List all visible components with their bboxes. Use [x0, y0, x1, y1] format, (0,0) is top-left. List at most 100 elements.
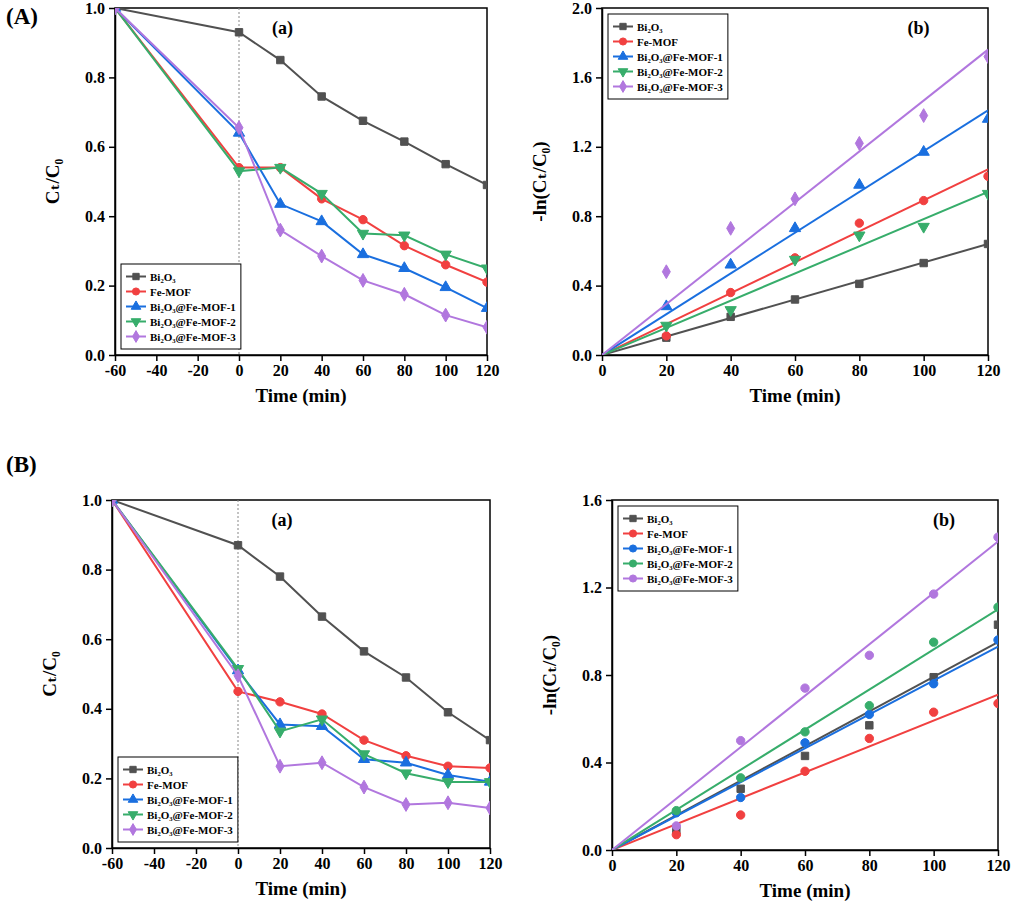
legend-marker — [129, 781, 136, 788]
tick-mark — [404, 355, 406, 361]
tick-mark — [109, 8, 115, 10]
legend-item: Bi₂O₃@Fe-MOF-2 — [123, 809, 233, 821]
tick-label: 0.8 — [582, 667, 602, 684]
x-tick: 0 — [609, 850, 617, 874]
tick-label: 0.4 — [572, 277, 592, 294]
tick-label: 0.4 — [85, 208, 105, 225]
marker — [994, 699, 998, 707]
plot: -60-40-200204060801001200.00.20.40.60.81… — [39, 492, 503, 900]
marker — [484, 779, 490, 789]
x-tick: 80 — [852, 355, 868, 379]
y-tick: 0.8 — [82, 561, 112, 578]
axis-line — [113, 848, 491, 850]
marker — [276, 573, 283, 580]
legend-marker — [618, 69, 628, 77]
y-tick: 0.8 — [572, 208, 602, 225]
y-axis: 0.00.40.81.21.6 — [582, 492, 613, 859]
tick-label: 0 — [235, 855, 243, 872]
y-tick: 0.2 — [85, 277, 115, 294]
legend-item: Bi₂O₃@Fe-MOF-2 — [126, 316, 236, 328]
fit-line — [602, 192, 988, 355]
marker — [801, 752, 808, 759]
tick-label: -60 — [102, 855, 123, 872]
series-line — [115, 8, 487, 308]
tick-mark — [676, 850, 678, 856]
tick-mark — [106, 778, 112, 780]
tick-label: 0.0 — [582, 842, 602, 859]
legend: Bi₂O₃Fe-MOFBi₂O₃@Fe-MOF-1Bi₂O₃@Fe-MOF-2B… — [618, 506, 738, 591]
series-line — [112, 500, 490, 768]
legend-marker — [630, 515, 636, 521]
title: (b) — [908, 18, 930, 39]
x-tick: 120 — [479, 848, 503, 872]
marker — [918, 223, 929, 233]
axis-line — [112, 501, 114, 849]
tick-label: 1.0 — [85, 0, 105, 17]
x-tick: 120 — [977, 355, 1001, 379]
marker — [235, 29, 242, 36]
legend-marker — [620, 81, 627, 93]
marker — [736, 811, 744, 819]
tick-label: 0.6 — [85, 138, 105, 155]
marker — [672, 831, 680, 839]
y-tick: 1.2 — [582, 579, 612, 596]
marker — [444, 709, 451, 716]
legend-marker — [629, 575, 636, 582]
tick-mark — [487, 355, 489, 361]
tick-mark — [596, 355, 602, 357]
legend-item: Bi₂O₃ — [123, 764, 173, 776]
tick-mark — [238, 848, 240, 854]
marker — [442, 160, 449, 167]
tick-label: 120 — [476, 362, 500, 379]
tick-mark — [196, 848, 198, 854]
tick-mark — [445, 355, 447, 361]
legend-item: Bi₂O₃@Fe-MOF-2 — [623, 558, 733, 570]
marker — [399, 262, 410, 272]
x-axis: -60-40-20020406080100120 — [105, 355, 500, 379]
marker — [854, 178, 865, 188]
marker — [112, 500, 116, 507]
fit-line — [612, 695, 998, 850]
legend-box — [118, 757, 238, 842]
legend: Bi₂O₃Fe-MOFBi₂O₃@Fe-MOF-1Bi₂O₃@Fe-MOF-2B… — [118, 757, 238, 842]
legend-marker — [619, 38, 626, 45]
y-tick: 0.8 — [582, 667, 612, 684]
tick-mark — [859, 355, 861, 361]
tick-label: 60 — [356, 362, 372, 379]
plot: 0204060801001200.00.40.81.21.62.0(b)Time… — [529, 0, 1001, 407]
marker — [801, 728, 809, 736]
legend-label: Bi₂O₃ — [647, 513, 673, 525]
x-tick: 40 — [723, 355, 739, 379]
y-axis: 0.00.40.81.21.62.0 — [572, 0, 603, 364]
tick-mark — [363, 355, 365, 361]
tick-label: -40 — [144, 855, 165, 872]
y-axis: 0.00.20.40.60.81.0 — [82, 492, 113, 857]
tick-label: 60 — [788, 362, 804, 379]
tick-mark — [596, 147, 602, 149]
tick-label: 0.8 — [85, 69, 105, 86]
tick-label: 0 — [599, 362, 607, 379]
x-axis: -60-40-20020406080100120 — [102, 848, 503, 872]
x-tick: 100 — [437, 848, 461, 872]
y-tick: 0.0 — [582, 842, 612, 859]
tick-mark — [106, 848, 112, 850]
x-tick: 100 — [434, 355, 458, 379]
y-tick: 0.6 — [85, 138, 115, 155]
tick-label: 0.6 — [82, 631, 102, 648]
marker — [442, 308, 450, 322]
tick-label: -20 — [188, 362, 209, 379]
tick-label: 80 — [862, 857, 878, 874]
panel-label: (B) — [6, 452, 37, 477]
legend-label: Bi₂O₃@Fe-MOF-2 — [647, 558, 733, 570]
marker — [725, 307, 736, 317]
tick-mark — [606, 675, 612, 677]
legend-marker — [131, 301, 141, 309]
marker — [275, 198, 286, 208]
tick-label: 1.0 — [82, 492, 102, 509]
marker — [982, 190, 988, 200]
legend-item: Bi₂O₃@Fe-MOF-3 — [613, 81, 723, 93]
tick-label: -60 — [105, 362, 126, 379]
fit-line — [612, 609, 998, 850]
tick-mark — [109, 355, 115, 357]
panel-label: (A) — [6, 4, 38, 29]
